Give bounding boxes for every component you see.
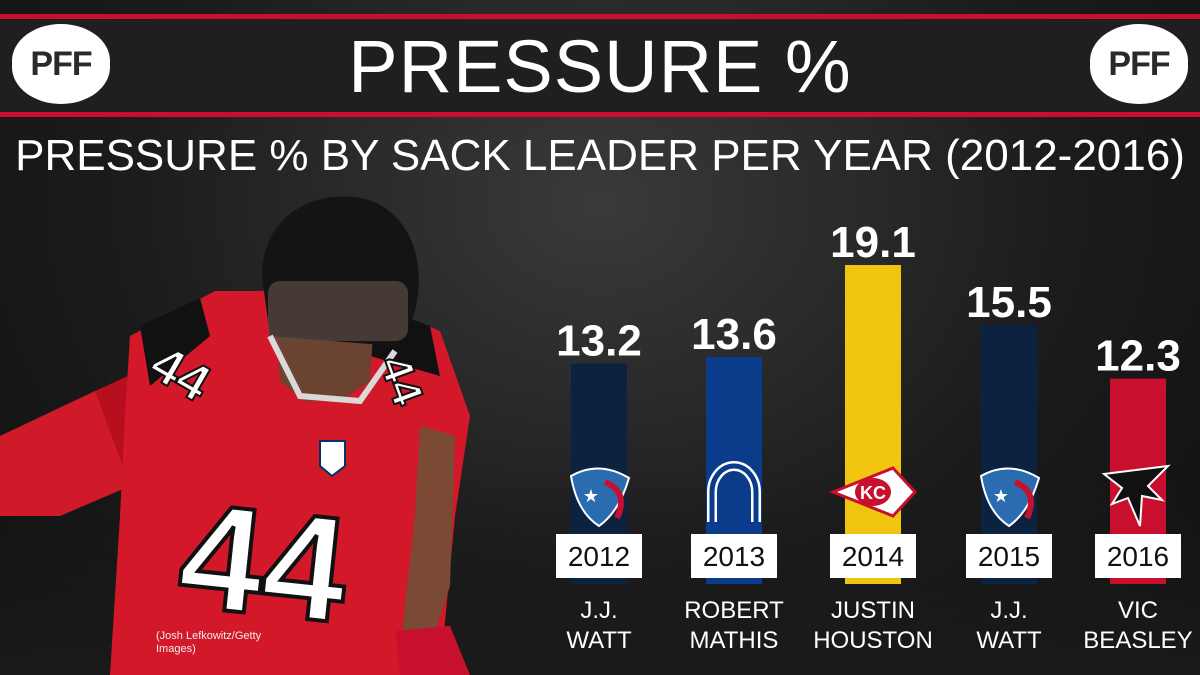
- texans-logo-icon: ★: [979, 467, 1041, 528]
- player-name-line: J.J.: [990, 597, 1027, 624]
- year-label-box: [691, 534, 777, 578]
- colts-logo-icon: [707, 461, 761, 522]
- texans-logo-star: ★: [993, 486, 1009, 507]
- texans-logo-horn: [603, 479, 624, 520]
- player-left-arm: [0, 391, 130, 516]
- falcons-logo-icon: [1101, 464, 1171, 527]
- chiefs-oval: [855, 478, 891, 506]
- player-name-line: J.J.: [580, 597, 617, 624]
- player-name-line: ROBERT: [684, 597, 784, 624]
- falcons-bird: [1101, 464, 1171, 527]
- year-label: 2013: [703, 541, 765, 572]
- value-label: 15.5: [966, 278, 1052, 327]
- player-right-arm: [400, 426, 455, 656]
- main-title: PRESSURE %: [348, 25, 852, 108]
- photo-credit: (Josh Lefkowitz/Getty Images): [156, 630, 262, 655]
- year-label-box: [830, 534, 916, 578]
- bar-2014: [845, 265, 901, 584]
- year-label-box: [1095, 534, 1181, 578]
- player-name-line: MATHIS: [690, 627, 779, 654]
- value-label: 19.1: [830, 218, 916, 267]
- player-nfl-shield-icon: [319, 440, 346, 478]
- colts-horseshoe-inner: [709, 463, 759, 522]
- player-facemask: [267, 334, 398, 405]
- year-label: 2016: [1107, 541, 1169, 572]
- texans-logo-star: ★: [583, 486, 599, 507]
- value-label: 12.3: [1095, 332, 1181, 381]
- pff-logo-left: PFF: [12, 24, 110, 104]
- year-label: 2015: [978, 541, 1040, 572]
- player-name-line: HOUSTON: [813, 627, 933, 654]
- year-label: 2014: [842, 541, 904, 572]
- chart-subtitle: PRESSURE % BY SACK LEADER PER YEAR (2012…: [15, 131, 1185, 180]
- player-jersey: [110, 291, 470, 675]
- title-band: [0, 20, 1200, 112]
- player-name-line: VIC: [1118, 597, 1158, 624]
- texans-logo-horn: [1013, 479, 1034, 520]
- chiefs-logo-icon: KC: [828, 466, 918, 518]
- player-visor: [268, 281, 408, 341]
- bottom-red-stripe: [0, 112, 1200, 117]
- player-right-glove: [395, 626, 470, 675]
- bar-chart: 13.2 ★ 2012 J.J. WATT 13.6 2013 ROBERT MATHIS 19.…: [556, 218, 1193, 654]
- player-photo: 44 44 44: [0, 196, 470, 675]
- player-shoulder-black: [140, 298, 210, 386]
- player-name-line: WATT: [976, 627, 1042, 654]
- value-label: 13.6: [691, 310, 777, 359]
- top-red-stripe: [0, 14, 1200, 19]
- player-name-line: JUSTIN: [831, 597, 915, 624]
- year-label-box: [966, 534, 1052, 578]
- chiefs-kc-mark: KC: [860, 483, 886, 503]
- player-name-line: BEASLEY: [1083, 627, 1192, 654]
- pff-logo-right: PFF: [1090, 24, 1188, 104]
- year-label: 2012: [568, 541, 630, 572]
- value-label: 13.2: [556, 317, 642, 366]
- texans-logo-icon: ★: [569, 467, 631, 528]
- player-name-line: WATT: [566, 627, 632, 654]
- year-label-box: [556, 534, 642, 578]
- player-jersey-number-chest: 44: [172, 470, 356, 655]
